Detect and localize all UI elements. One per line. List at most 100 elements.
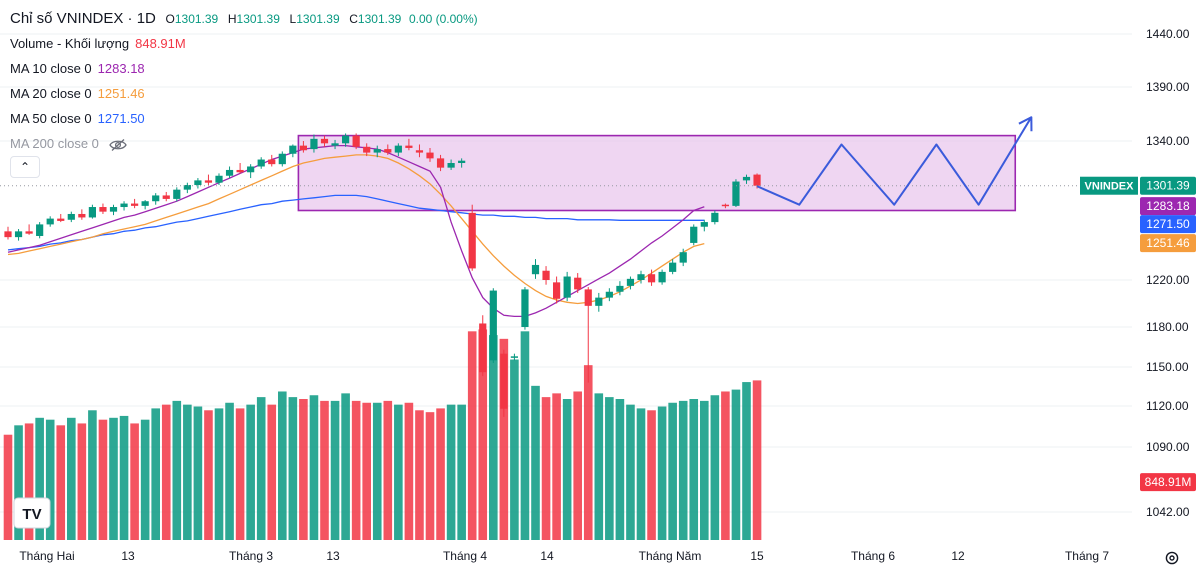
range-box [297, 134, 1017, 212]
candle-body [584, 289, 592, 306]
logo-text: TV [22, 506, 41, 523]
price-label-volume: 848.91M [1140, 473, 1196, 492]
volume-bar [225, 402, 234, 540]
volume-label: Volume - Khối lượng [10, 36, 130, 51]
candle [88, 204, 96, 219]
candle [542, 266, 550, 285]
candle-body [742, 176, 751, 181]
time-tick-label: Tháng 6 [851, 549, 895, 563]
candle [426, 147, 434, 162]
volume-bar [35, 417, 44, 540]
candle [99, 203, 107, 214]
price-axis: 1042.00 1090.00 1120.00 1150.00 1180.00 1220.… [1146, 27, 1190, 519]
price-tick-label: 1440.00 [1146, 27, 1190, 41]
candle-body [99, 207, 107, 212]
candle-body [721, 204, 729, 207]
hidden-eye-icon[interactable] [108, 138, 127, 152]
candle [4, 226, 12, 240]
legend-ma10-row[interactable]: MA 10 close 0 1283.18 [10, 56, 478, 81]
candle [310, 134, 318, 153]
volume-bar [45, 419, 55, 540]
volume-bar [552, 393, 561, 540]
candle [616, 281, 624, 296]
candle [373, 145, 381, 158]
candle [320, 135, 329, 147]
legend-ma50-row[interactable]: MA 50 close 0 1271.50 [10, 106, 478, 131]
candle [531, 259, 540, 279]
price-label-ma10: 1283.18 [1140, 197, 1196, 216]
legend-volume-row[interactable]: Volume - Khối lượng 848.91M [10, 31, 478, 56]
legend-ma200-row[interactable]: MA 200 close 0 [10, 131, 478, 156]
volume-bar [478, 329, 488, 540]
price-label-ma20: 1251.46 [1140, 234, 1196, 253]
candle-body [468, 212, 476, 269]
time-tick-label: 12 [951, 549, 965, 563]
volume-bar [351, 400, 361, 540]
volume-bar [14, 425, 23, 540]
candle-body [553, 282, 561, 299]
projection-arrowhead [1018, 116, 1033, 132]
volume-bar [531, 385, 540, 540]
volume-bar [583, 365, 593, 540]
volume-bars [3, 329, 762, 540]
ma50-line [7, 194, 705, 251]
candle-body [131, 203, 139, 206]
candle [753, 173, 761, 189]
candle [574, 273, 582, 293]
volume-bar [362, 402, 371, 540]
candle-body [458, 160, 466, 164]
volume-bar [467, 331, 477, 540]
candle [647, 269, 656, 286]
ma10-value: 1283.18 [97, 61, 145, 76]
volume-bar [742, 382, 751, 540]
candle [405, 138, 413, 151]
candle [605, 288, 613, 302]
candle [521, 287, 529, 330]
candle [194, 178, 202, 189]
time-tick-label: Tháng 4 [443, 549, 487, 563]
candle [553, 276, 561, 304]
price-label-text: 1271.50 [1146, 217, 1190, 231]
candle [141, 200, 149, 210]
candle [162, 191, 170, 202]
volume-bar [615, 399, 625, 540]
candle-body [500, 353, 508, 409]
price-label-text: 848.91M [1145, 475, 1192, 489]
candle [247, 164, 255, 179]
candle [268, 154, 276, 167]
candle-body [268, 159, 276, 165]
candle-body [236, 169, 244, 173]
legend-ma20-row[interactable]: MA 20 close 0 1251.46 [10, 81, 478, 106]
candle-body [173, 189, 181, 199]
volume-bar [383, 400, 393, 540]
volume-bar [67, 417, 76, 540]
volume-bar [457, 404, 466, 540]
candle-body [25, 231, 33, 234]
price-label-badge [1140, 176, 1196, 195]
legend-symbol-row[interactable]: Chỉ số VNINDEX · 1D O1301.39 H1301.39 L1… [10, 6, 478, 31]
candle-body [57, 218, 65, 221]
candle [458, 158, 466, 168]
low-value: 1301.39 [296, 12, 340, 26]
collapse-legend-button[interactable]: ⌃ [10, 156, 40, 178]
candle [415, 144, 424, 158]
time-tick-label: Tháng 7 [1065, 549, 1109, 563]
candle [352, 133, 360, 150]
candle-body [637, 274, 645, 280]
candle-body [415, 150, 424, 153]
candle-body [162, 195, 170, 199]
price-tick-label: 1220.00 [1146, 273, 1190, 287]
candle-body [679, 252, 687, 263]
volume-bar [541, 397, 551, 540]
symbol-title[interactable]: Chỉ số VNINDEX · 1D [10, 10, 156, 27]
price-tick-label: 1180.00 [1146, 320, 1189, 334]
candle [120, 201, 128, 211]
candle-body [14, 231, 23, 238]
volume-bar [731, 389, 741, 540]
volume-value: 848.91M [135, 36, 186, 51]
candle-body [436, 158, 445, 168]
candle-body [690, 226, 698, 243]
settings-gear-icon[interactable] [1164, 550, 1180, 566]
